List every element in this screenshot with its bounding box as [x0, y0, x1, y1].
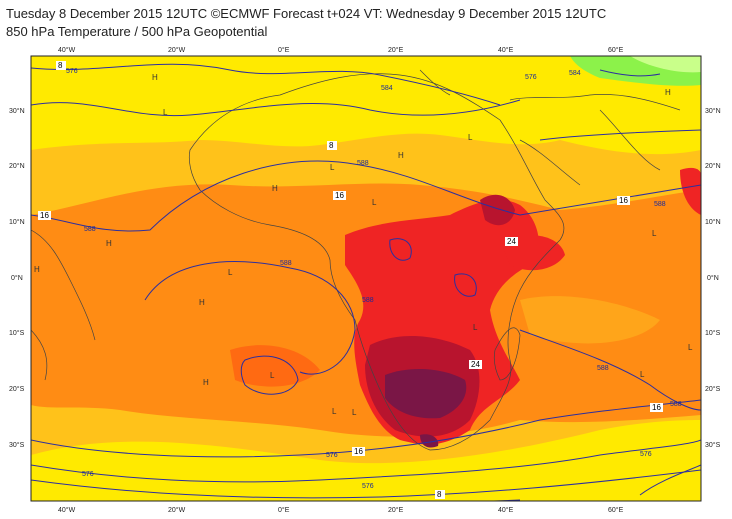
contour-label: 588	[597, 365, 609, 372]
lat-tick: 20°N	[9, 162, 25, 170]
temp-label: 24	[507, 237, 516, 246]
pressure-centre: L	[652, 229, 657, 238]
lon-tick: 40°E	[498, 506, 514, 514]
lon-tick: 40°W	[58, 46, 76, 54]
lon-tick: 40°E	[498, 46, 514, 54]
map-frame	[30, 55, 702, 502]
lat-tick: 10°S	[705, 329, 721, 337]
pressure-centre: H	[398, 151, 404, 160]
lat-tick: 0°N	[11, 274, 23, 282]
pressure-centre: L	[640, 370, 645, 379]
lon-tick: 0°E	[278, 46, 290, 54]
pressure-centre: H	[106, 239, 112, 248]
pressure-centre: H	[272, 184, 278, 193]
contour-label: 576	[326, 452, 338, 459]
contour-label: 584	[569, 70, 581, 77]
coastlines	[31, 69, 681, 451]
lat-tick: 30°S	[9, 441, 25, 449]
temp-label: 16	[40, 211, 49, 220]
temp-label: 24	[471, 360, 480, 369]
temp-label: 8	[58, 61, 63, 70]
temperature-labels: 8 8 16 16 16 16 16 24 24 8	[38, 61, 663, 499]
lat-tick: 30°N	[705, 107, 721, 115]
lat-tick: 30°N	[9, 107, 25, 115]
contour-label: 584	[381, 85, 393, 92]
contour-label: 588	[654, 201, 666, 208]
pressure-centre: L	[163, 108, 168, 117]
geopotential-labels: 576 576 584 584 588 588 588 588 588 588 …	[66, 68, 682, 490]
purple-core	[385, 368, 467, 419]
right-latitude-ticks: 30°N 20°N 10°N 0°N 10°S 20°S 30°S	[705, 107, 721, 449]
contour-label: 588	[357, 160, 369, 167]
lon-tick: 40°W	[58, 506, 76, 514]
pressure-centre: H	[152, 73, 158, 82]
lon-tick: 0°E	[278, 506, 290, 514]
contour-label: 588	[84, 226, 96, 233]
pressure-centre: L	[468, 133, 473, 142]
bottom-longitude-ticks: 40°W 20°W 0°E 20°E 40°E 60°E	[58, 506, 624, 514]
contour-label: 588	[362, 297, 374, 304]
geopotential-contours	[31, 63, 701, 501]
lat-tick: 10°N	[9, 218, 25, 226]
pressure-centre: L	[228, 268, 233, 277]
temp-label: 16	[652, 403, 661, 412]
pressure-centre: L	[352, 408, 357, 417]
contour-label: 576	[362, 483, 374, 490]
pressure-centre: L	[473, 323, 478, 332]
contour-label: 588	[670, 401, 682, 408]
lat-tick: 10°S	[9, 329, 25, 337]
yellow-north	[31, 56, 701, 155]
lat-tick: 20°N	[705, 162, 721, 170]
lon-tick: 20°E	[388, 506, 404, 514]
temp-label: 8	[329, 141, 334, 150]
contour-label: 576	[525, 74, 537, 81]
lon-tick: 20°W	[168, 506, 186, 514]
pressure-centre: L	[372, 198, 377, 207]
yellow-south	[31, 420, 701, 501]
pressure-centre: L	[332, 407, 337, 416]
lat-tick: 10°N	[705, 218, 721, 226]
pressure-centre: H	[665, 88, 671, 97]
pressure-centre: H	[34, 265, 40, 274]
left-latitude-ticks: 30°N 20°N 10°N 0°N 10°S 20°S 30°S	[9, 107, 25, 449]
contour-label: 576	[66, 68, 78, 75]
temp-label: 8	[437, 490, 442, 499]
pressure-centre: H	[199, 298, 205, 307]
map-title: Tuesday 8 December 2015 12UTC ©ECMWF For…	[6, 6, 607, 21]
pressure-centre: L	[330, 163, 335, 172]
lat-tick: 20°S	[705, 385, 721, 393]
contour-label: 576	[82, 471, 94, 478]
temp-label: 16	[354, 447, 363, 456]
temperature-field	[31, 56, 701, 501]
map-subtitle: 850 hPa Temperature / 500 hPa Geopotenti…	[6, 24, 268, 39]
lon-tick: 60°E	[608, 46, 624, 54]
pressure-centre: L	[270, 371, 275, 380]
top-longitude-ticks: 40°W 20°W 0°E 20°E 40°E 60°E	[58, 46, 624, 54]
lat-tick: 30°S	[705, 441, 721, 449]
lat-tick: 20°S	[9, 385, 25, 393]
lon-tick: 60°E	[608, 506, 624, 514]
contour-label: 588	[280, 260, 292, 267]
temp-label: 16	[335, 191, 344, 200]
pressure-centres: H L L H L H H L L H L L H L H L L L H L	[34, 73, 693, 417]
lon-tick: 20°W	[168, 46, 186, 54]
pressure-centre: L	[688, 343, 693, 352]
pressure-centre: H	[203, 378, 209, 387]
lon-tick: 20°E	[388, 46, 404, 54]
temp-label: 16	[619, 196, 628, 205]
contour-label: 576	[640, 451, 652, 458]
lat-tick: 0°N	[707, 274, 719, 282]
